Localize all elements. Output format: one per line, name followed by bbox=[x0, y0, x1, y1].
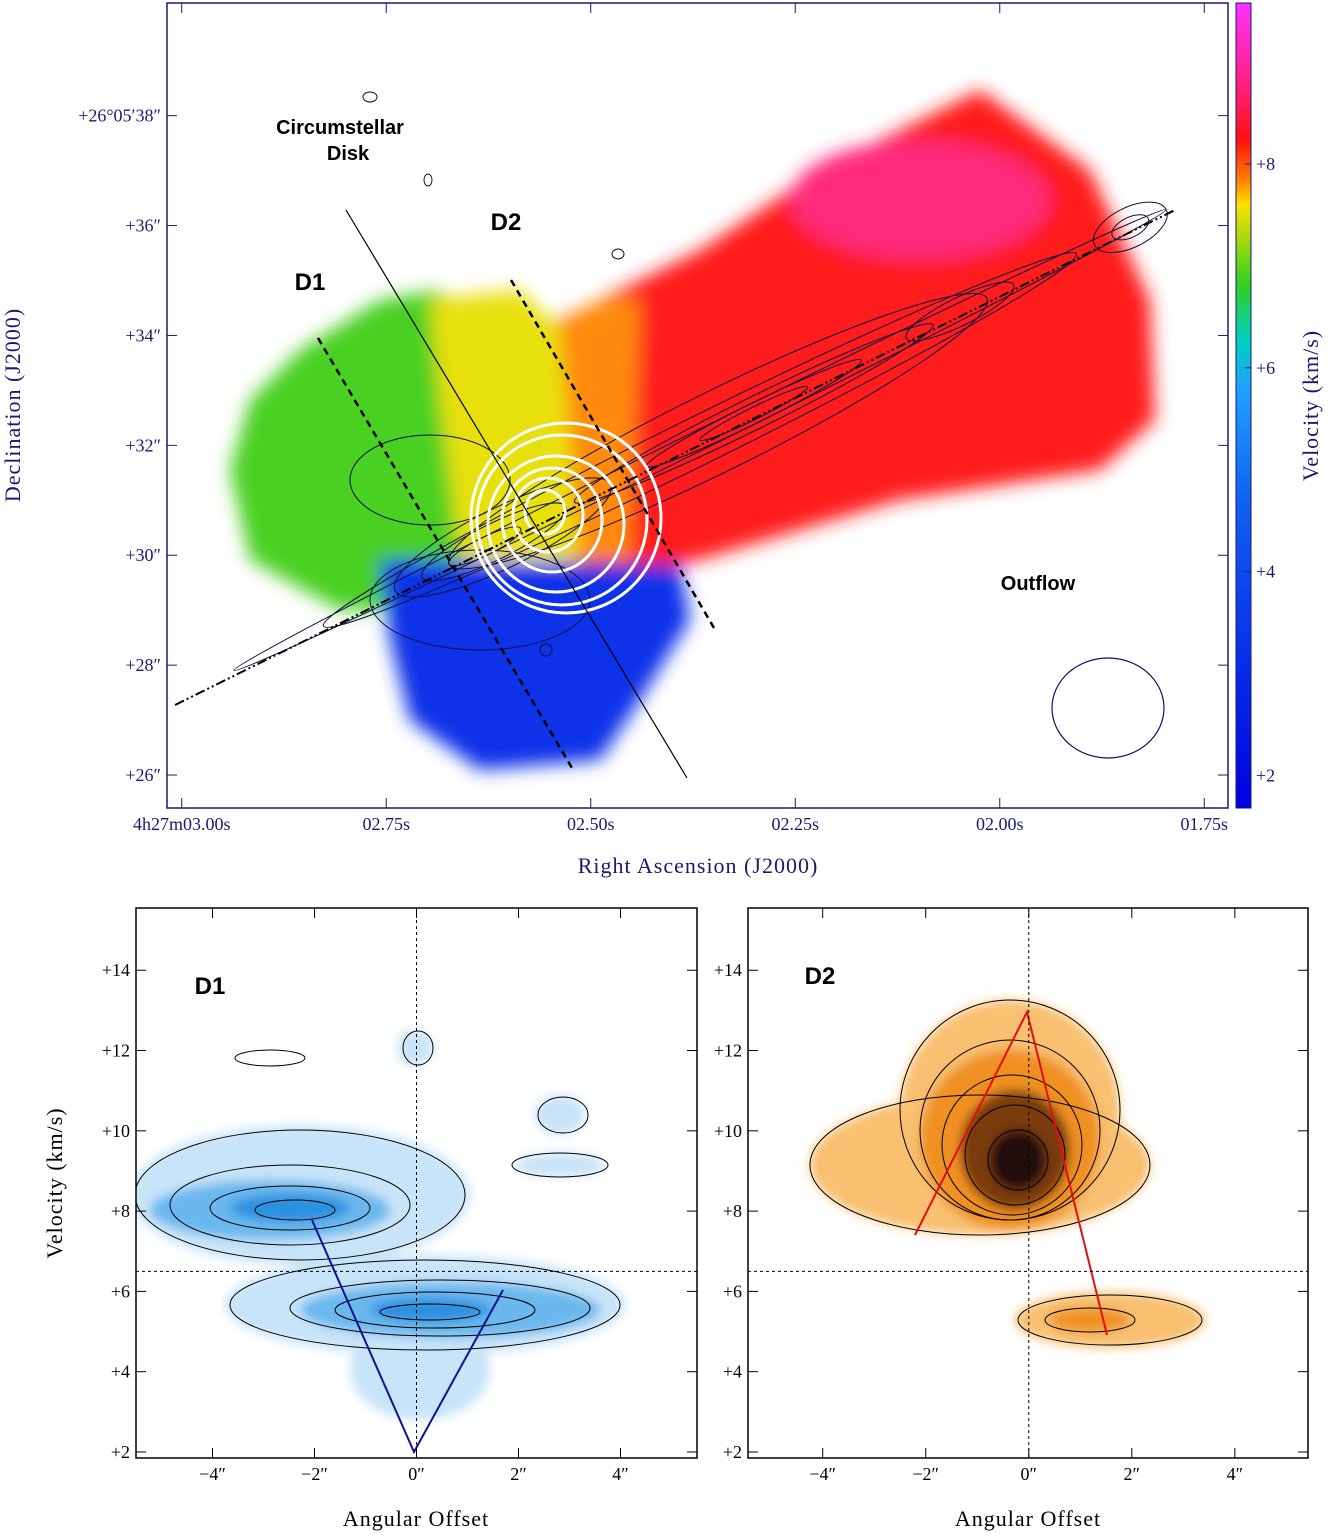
x-axis-label: Angular Offset bbox=[955, 1506, 1101, 1531]
x-tick-label: 0″ bbox=[1021, 1464, 1038, 1484]
colorbar-label: Velocity (km/s) bbox=[1298, 330, 1323, 481]
y-tick-label: +8 bbox=[723, 1201, 742, 1221]
y-tick-label: +12 bbox=[102, 1041, 130, 1061]
continuum-contours bbox=[469, 421, 663, 615]
x-tick-label: 4h27m03.00s bbox=[133, 814, 231, 834]
annotation: Outflow bbox=[1001, 573, 1076, 595]
y-tick-label: +4 bbox=[723, 1362, 742, 1382]
plot-frame bbox=[747, 907, 1309, 1459]
pv-image-d1 bbox=[136, 1030, 625, 1420]
x-tick-label: 02.25s bbox=[771, 814, 819, 834]
velocity-image bbox=[230, 90, 1155, 770]
y-tick-label: +2 bbox=[111, 1442, 130, 1462]
colorbar-frame bbox=[1235, 2, 1252, 809]
y-tick-label: +32″ bbox=[125, 435, 161, 455]
annotation: Circumstellar bbox=[276, 117, 404, 139]
x-tick-label: −4″ bbox=[809, 1464, 836, 1484]
beam bbox=[1051, 657, 1165, 759]
model-line bbox=[914, 1009, 1108, 1336]
y-tick-label: +2 bbox=[723, 1442, 742, 1462]
x-tick-label: 02.00s bbox=[976, 814, 1024, 834]
x-axis-label: Right Ascension (J2000) bbox=[578, 853, 819, 878]
y-tick-label: +10 bbox=[714, 1121, 742, 1141]
x-tick-label: 01.75s bbox=[1181, 814, 1229, 834]
x-tick-label: −2″ bbox=[301, 1464, 328, 1484]
contours bbox=[233, 91, 1168, 672]
y-tick-label: +30″ bbox=[125, 545, 161, 565]
panel-title: D2 bbox=[805, 963, 836, 990]
x-tick-label: −4″ bbox=[199, 1464, 226, 1484]
y-tick-label: +12 bbox=[714, 1041, 742, 1061]
y-axis-label: Declination (J2000) bbox=[0, 308, 25, 502]
plot-frame bbox=[166, 2, 1229, 809]
annotation: Disk bbox=[327, 143, 370, 165]
y-tick-label: +34″ bbox=[125, 325, 161, 345]
y-tick-label: +26″ bbox=[125, 765, 161, 785]
panel-title: D1 bbox=[195, 973, 226, 1000]
y-tick-label: +28″ bbox=[125, 655, 161, 675]
x-axis-label: Angular Offset bbox=[343, 1506, 489, 1531]
x-tick-label: 2″ bbox=[1124, 1464, 1141, 1484]
colorbar-tick-label: +6 bbox=[1256, 358, 1275, 378]
colorbar-tick-label: +4 bbox=[1256, 562, 1275, 582]
annotation: D1 bbox=[295, 269, 326, 296]
y-tick-label: +6 bbox=[723, 1281, 742, 1301]
y-tick-label: +14 bbox=[102, 960, 130, 980]
x-tick-label: 02.50s bbox=[567, 814, 615, 834]
y-tick-label: +6 bbox=[111, 1281, 130, 1301]
x-tick-label: 0″ bbox=[408, 1464, 425, 1484]
guide-lines bbox=[174, 209, 1176, 779]
colorbar-tick-label: +2 bbox=[1256, 765, 1275, 785]
y-tick-label: +26°05′38″ bbox=[78, 106, 161, 126]
y-tick-label: +10 bbox=[102, 1121, 130, 1141]
model-line bbox=[311, 1219, 504, 1455]
y-axis-label: Velocity (km/s) bbox=[42, 1107, 67, 1258]
annotation: D2 bbox=[491, 209, 522, 236]
y-tick-label: +8 bbox=[111, 1201, 130, 1221]
x-tick-label: 2″ bbox=[510, 1464, 527, 1484]
x-tick-label: −2″ bbox=[912, 1464, 939, 1484]
x-tick-label: 4″ bbox=[1227, 1464, 1244, 1484]
y-tick-label: +36″ bbox=[125, 216, 161, 236]
y-tick-label: +14 bbox=[714, 960, 742, 980]
x-tick-label: 4″ bbox=[612, 1464, 629, 1484]
y-tick-label: +4 bbox=[111, 1362, 130, 1382]
x-tick-label: 02.75s bbox=[362, 814, 410, 834]
colorbar bbox=[1236, 3, 1251, 808]
colorbar-tick-label: +8 bbox=[1256, 154, 1275, 174]
